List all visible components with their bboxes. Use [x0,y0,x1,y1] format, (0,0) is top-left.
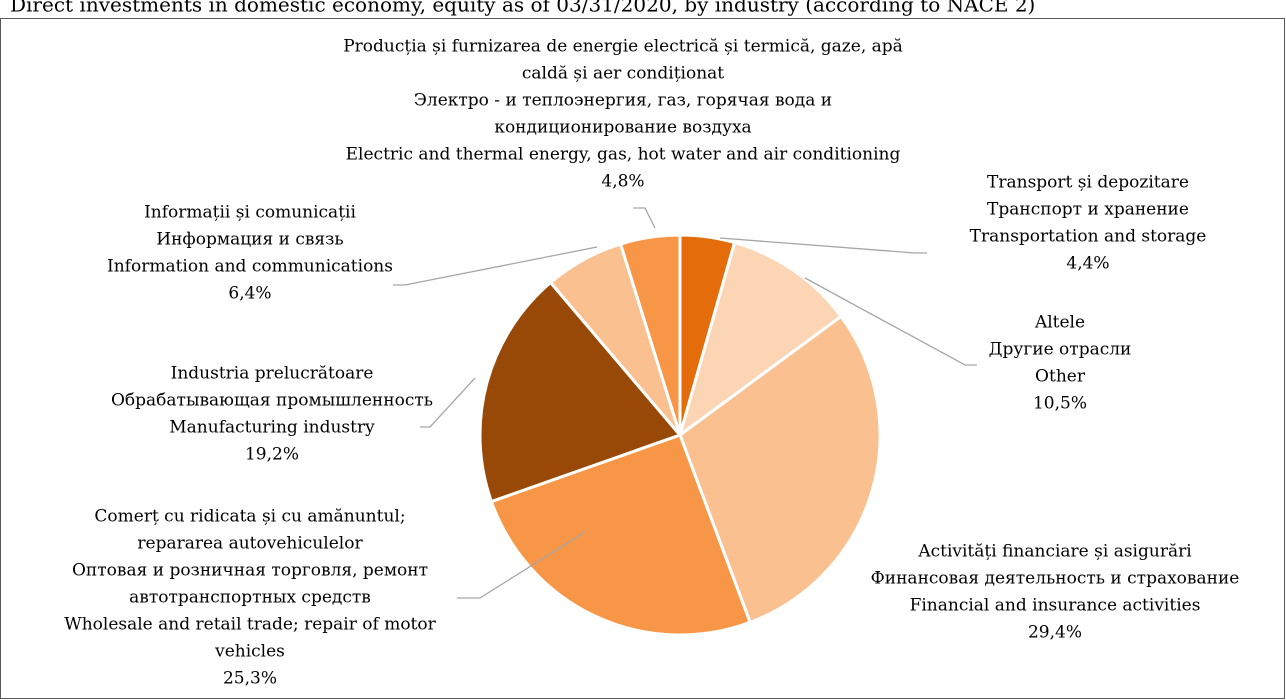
chart-title: Direct investments in domestic economy, … [10,0,1035,17]
slice-label: Электро - и теплоэнергия, газ, горячая в… [414,91,832,111]
slice-label: vehicles [214,642,285,662]
leader-line [420,377,476,428]
slice-label: автотранспортных средств [129,588,371,608]
pie-slice [618,233,682,436]
slice-label: Финансовая деятельность и страхование [871,569,1240,589]
slice-label: Information and communications [107,257,393,277]
value-label: 25,3% [223,669,277,689]
leader-line [804,277,977,366]
pie-slice [678,314,882,625]
value-label: 4,8% [601,172,644,192]
slice-label: Wholesale and retail trade; repair of mo… [64,615,436,635]
slice-label: Transportation and storage [970,227,1207,247]
value-label: 19,2% [245,445,299,465]
slice-label: Обрабатывающая промышленность [111,391,433,411]
slice-label: repararea autovehiculelor [137,534,363,554]
slice-label: кондиционирование воздуха [494,118,751,138]
slice-label: Transport și depozitare [987,173,1189,193]
value-label: 29,4% [1028,623,1082,643]
value-label: 6,4% [228,284,271,304]
slice-label: Electric and thermal energy, gas, hot wa… [346,145,901,165]
pie-slice [677,240,844,439]
slice-label: Financial and insurance activities [910,596,1201,616]
slice-label: Industria prelucrătoare [171,364,374,384]
slice-label: Другие отрасли [989,340,1132,360]
slice-label: Comerț cu ridicata și cu amănuntul; [94,507,405,527]
pie-slice [489,433,753,637]
leader-line [393,246,598,286]
pie-slice [478,280,683,504]
slice-label: Activități financiare și asigurări [917,542,1192,562]
slice-label: Informații și comunicații [144,203,356,223]
leader-line [457,531,586,599]
value-label: 10,5% [1033,394,1087,414]
slice-label: Информация и связь [156,230,343,250]
slice-label: Producția și furnizarea de energie elect… [343,37,903,57]
slice-label: caldă și aer condiționat [522,64,724,84]
leader-line [719,237,927,254]
slice-label: Other [1035,367,1086,387]
value-label: 4,4% [1066,254,1109,274]
slice-label: Manufacturing industry [169,418,375,438]
leader-line [633,207,656,229]
slice-label: Транспорт и хранение [987,200,1189,220]
slice-label: Altele [1034,313,1085,333]
slice-label: Оптовая и розничная торговля, ремонт [72,561,428,581]
